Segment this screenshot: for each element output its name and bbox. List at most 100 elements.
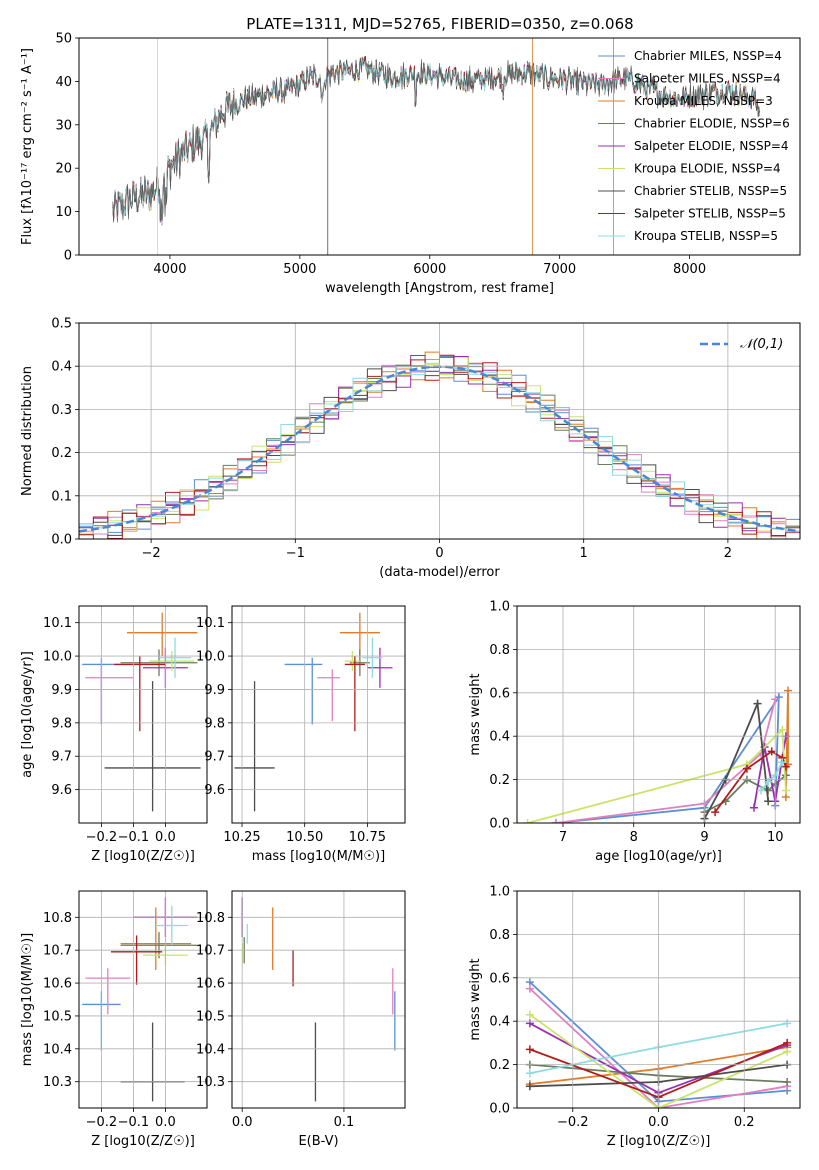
y-axis-label: Flux [fλ10⁻¹⁷ erg cm⁻² s⁻¹ A⁻¹] [20, 48, 35, 245]
mass-weight-marker [764, 797, 773, 806]
y-tick-label: 0.6 [489, 971, 510, 986]
y-tick-label: 0.1 [51, 489, 72, 504]
x-tick-label: −1 [286, 546, 305, 561]
mass-weight-marker [783, 686, 792, 695]
x-tick-label: −2 [142, 546, 161, 561]
x-tick-label: 0.0 [648, 1115, 669, 1130]
errorbar-point-kroupa_stelib [362, 637, 383, 678]
x-tick-label: −0.1 [118, 1115, 150, 1130]
y-tick-label: 10.1 [196, 616, 225, 631]
y-tick-label: 0.4 [51, 360, 72, 375]
errorbar-point-chabrier_miles [284, 657, 323, 725]
mass-weight-marker [783, 1077, 792, 1086]
x-tick-label: 0 [435, 546, 443, 561]
y-tick-label: 0.5 [51, 317, 72, 332]
mass-weight-marker [525, 1082, 534, 1091]
y-tick-label: 40 [55, 75, 72, 90]
y-tick-label: 0.2 [489, 1058, 510, 1073]
mass-weight-marker [525, 1045, 534, 1054]
x-tick-label: 0.1 [334, 1115, 355, 1130]
y-axis-label: Normed distribution [20, 366, 35, 496]
y-tick-label: 0.0 [51, 533, 72, 548]
y-tick-label: 0.2 [51, 446, 72, 461]
mass-weight-marker [551, 819, 560, 823]
y-tick-label: 0.4 [489, 1015, 510, 1030]
errorbar-point-salpeter_stelib [111, 935, 163, 985]
plot-area [523, 686, 792, 823]
errorbar-point-kroupa_miles [127, 612, 198, 657]
axes-frame [231, 890, 406, 1109]
y-tick-label: 10.8 [196, 911, 225, 926]
legend-label: Chabrier ELODIE, NSSP=6 [634, 117, 790, 131]
mass-weight-line-chabrier_stelib [703, 700, 770, 820]
y-tick-label: 1.0 [489, 600, 510, 615]
x-tick-label: 0.0 [155, 830, 176, 845]
errorbar-point-chabrier_stelib [120, 1022, 185, 1102]
axes-frame [78, 890, 208, 1109]
y-tick-label: 0.0 [489, 1102, 510, 1117]
errorbar-point-chabrier_stelib [104, 681, 201, 812]
y-tick-label: 0.8 [489, 643, 510, 658]
y-tick-label: 20 [55, 162, 72, 177]
y-tick-label: 0.4 [489, 730, 510, 745]
legend-label: Salpeter MILES, NSSP=4 [634, 72, 781, 86]
y-tick-label: 9.6 [204, 783, 225, 798]
mass-weight-marker [783, 1019, 792, 1028]
mass-weight-marker [764, 777, 773, 786]
x-tick-label: 8000 [673, 262, 706, 277]
x-tick-label: 10.50 [286, 830, 323, 845]
mass-weight-marker [757, 786, 766, 795]
y-axis-label: age [log10(age/yr)] [20, 651, 35, 778]
errorbar-point-salpeter_stelib [344, 656, 365, 732]
y-tick-label: 10.3 [196, 1075, 225, 1090]
mass-weight-marker [750, 803, 759, 812]
y-axis-label: mass weight [468, 673, 483, 755]
panel-age_vs_mass: 10.25 10.50 10.75 9.6 9.7 9.8 9.9 10.0 10.1 mass … [196, 605, 406, 864]
mass-weight-line-salpeter_elodie [753, 736, 787, 808]
errorbar-point-salpeter_miles [85, 968, 131, 1015]
mass-weight-marker [753, 699, 762, 708]
mass-weight-marker [767, 747, 776, 756]
x-tick-label: 10.75 [349, 830, 386, 845]
y-tick-label: 10 [55, 205, 72, 220]
x-tick-label: 10.25 [223, 830, 260, 845]
x-axis-label: Z [log10(Z/Z☉)] [91, 849, 195, 864]
mass-weight-marker [742, 764, 751, 773]
panel-mass_vs_ebv: 0.0 0.1 10.3 10.4 10.5 10.6 10.7 10.8 E(B-V) [196, 890, 406, 1149]
y-tick-label: 0.8 [489, 928, 510, 943]
axes-frame [231, 605, 406, 824]
plot-area [82, 897, 198, 1102]
y-axis-label: mass [log10(M/M☉)] [20, 933, 35, 1066]
y-tick-label: 10.7 [196, 944, 225, 959]
x-tick-label: 1 [580, 546, 588, 561]
y-tick-label: 10.6 [43, 977, 72, 992]
x-tick-label: 7 [559, 830, 567, 845]
mass-weight-line-salpeter_miles [555, 699, 777, 823]
mass-weight-marker [781, 762, 790, 771]
y-tick-label: 10.0 [43, 650, 72, 665]
figure-title: PLATE=1311, MJD=52765, FIBERID=0350, z=0… [246, 15, 633, 33]
y-tick-label: 0.2 [489, 773, 510, 788]
y-tick-label: 10.5 [196, 1009, 225, 1024]
x-axis-label: age [log10(age/yr)] [595, 849, 722, 864]
x-tick-label: 2 [724, 546, 732, 561]
y-tick-label: 9.9 [204, 683, 225, 698]
x-tick-label: 7000 [543, 262, 576, 277]
y-tick-label: 10.4 [43, 1042, 72, 1057]
mass-weight-marker [778, 725, 787, 734]
x-tick-label: 4000 [153, 262, 186, 277]
x-tick-label: 9 [700, 830, 708, 845]
errorbar-point-salpeter_elodie [367, 647, 393, 688]
x-tick-label: 0.2 [734, 1115, 755, 1130]
errorbar-point-chabrier_stelib [234, 681, 275, 812]
x-tick-label: 0.0 [232, 1115, 253, 1130]
legend-label: Chabrier MILES, NSSP=4 [634, 49, 782, 63]
plot-area [241, 897, 396, 1102]
mass-weight-marker [523, 819, 532, 823]
errorbar-point-salpeter_miles [85, 669, 134, 722]
x-axis-label: Z [log10(Z/Z☉)] [607, 1134, 711, 1149]
y-tick-label: 1.0 [489, 885, 510, 900]
mass-weight-marker [711, 808, 720, 817]
x-tick-label: 5000 [283, 262, 316, 277]
axes-frame [516, 890, 801, 1109]
